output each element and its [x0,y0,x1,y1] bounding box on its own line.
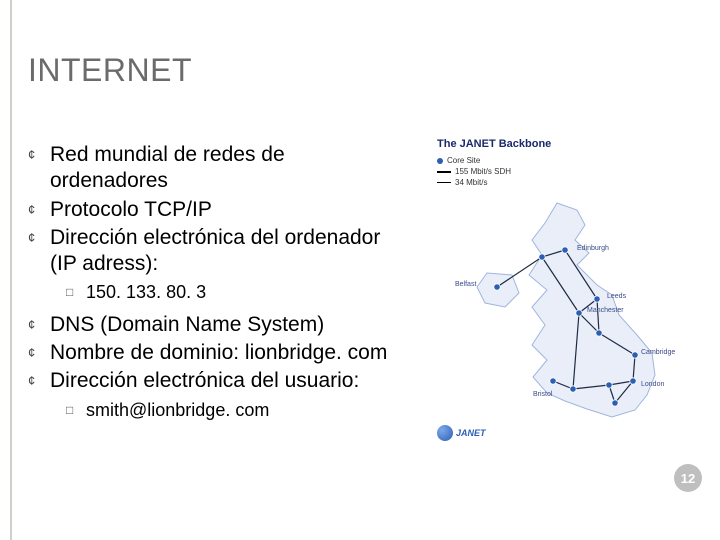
map-node [596,330,602,336]
sub-list-2: □ smith@lionbridge. com [66,399,408,422]
figure-title: The JANET Backbone [437,138,692,150]
map-node-label: Belfast [455,281,476,288]
list-item: ¢ Dirección electrónica del usuario: [28,368,408,394]
bullet-list-1: ¢ Red mundial de redes de ordenadores ¢ … [28,142,408,277]
janet-logo: JANET [437,425,486,441]
sub-list-1: □ 150. 133. 80. 3 [66,281,408,304]
map-node [606,382,612,388]
square-bullet-icon: □ [66,399,86,421]
figure-legend: Core Site 155 Mbit/s SDH 34 Mbit/s [437,156,692,187]
sub-text: 150. 133. 80. 3 [86,281,206,304]
list-item: □ smith@lionbridge. com [66,399,408,422]
map-node-label: Leeds [607,293,626,300]
legend-line-icon [437,171,451,173]
bullet-text: Dirección electrónica del usuario: [50,368,408,394]
legend-label: 155 Mbit/s SDH [455,167,511,176]
map-node [550,378,556,384]
logo-text: JANET [456,428,486,438]
bullet-text: Nombre de dominio: lionbridge. com [50,340,408,366]
map-node-label: Bristol [533,391,552,398]
legend-dot-icon [437,158,443,164]
sub-text: smith@lionbridge. com [86,399,269,422]
figure-janet-backbone: The JANET Backbone Core Site 155 Mbit/s … [437,138,692,438]
bullet-icon: ¢ [28,340,50,366]
bullet-icon: ¢ [28,142,50,168]
legend-item: Core Site [437,156,692,165]
list-item: ¢ Protocolo TCP/IP [28,197,408,223]
map-node [632,352,638,358]
uk-outline [477,203,655,417]
bullet-text: Protocolo TCP/IP [50,197,408,223]
map-node [630,378,636,384]
legend-label: Core Site [447,156,480,165]
page-title: INTERNET [28,52,192,89]
bullet-icon: ¢ [28,312,50,338]
map-node [594,296,600,302]
list-item: ¢ Dirección electrónica del ordenador (I… [28,225,408,278]
map-node [612,400,618,406]
bullet-text: Red mundial de redes de ordenadores [50,142,408,195]
bullet-list-2: ¢ DNS (Domain Name System) ¢ Nombre de d… [28,312,408,395]
bullet-icon: ¢ [28,368,50,394]
map-svg [437,195,692,435]
uk-map: Edinburgh Belfast Manchester Leeds Cambridge… [437,195,692,435]
content-column: ¢ Red mundial de redes de ordenadores ¢ … [28,142,408,429]
list-item: ¢ Red mundial de redes de ordenadores [28,142,408,195]
map-node [494,284,500,290]
map-node-label: London [641,381,664,388]
bullet-icon: ¢ [28,225,50,251]
map-node [539,254,545,260]
list-item: □ 150. 133. 80. 3 [66,281,408,304]
bullet-text: DNS (Domain Name System) [50,312,408,338]
legend-label: 34 Mbit/s [455,178,487,187]
legend-item: 34 Mbit/s [437,178,692,187]
map-node [570,386,576,392]
list-item: ¢ Nombre de dominio: lionbridge. com [28,340,408,366]
left-divider [10,0,12,540]
list-item: ¢ DNS (Domain Name System) [28,312,408,338]
page-number-badge: 12 [674,464,702,492]
square-bullet-icon: □ [66,281,86,303]
globe-icon [437,425,453,441]
map-node-label: Cambridge [641,349,675,356]
legend-item: 155 Mbit/s SDH [437,167,692,176]
legend-line-icon [437,182,451,183]
bullet-text: Dirección electrónica del ordenador (IP … [50,225,408,278]
map-node-label: Edinburgh [577,245,609,252]
map-node [576,310,582,316]
bullet-icon: ¢ [28,197,50,223]
map-node-label: Manchester [587,307,624,314]
map-node [562,247,568,253]
